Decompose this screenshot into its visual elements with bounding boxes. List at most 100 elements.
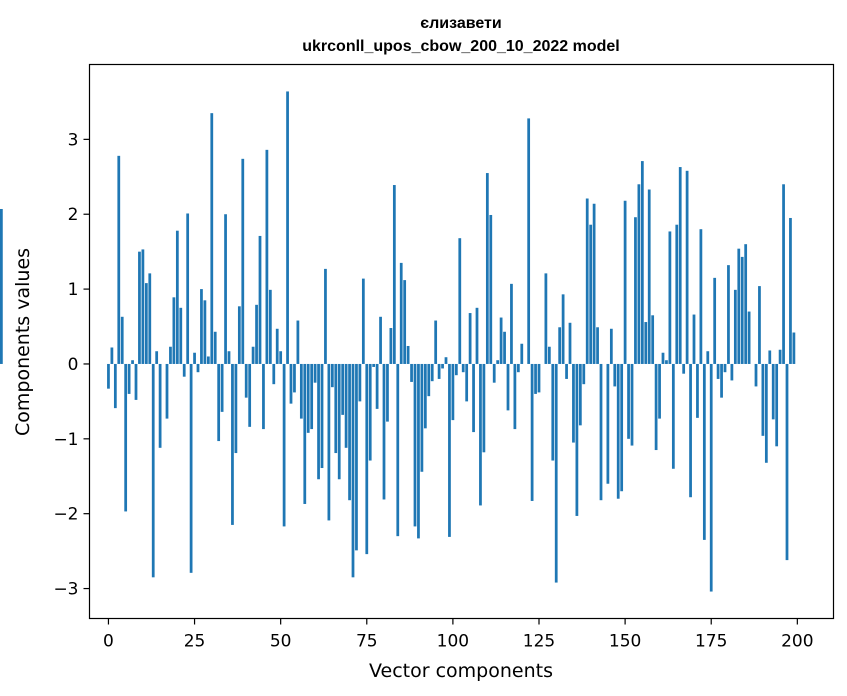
bar-147 xyxy=(613,363,617,387)
bar-198 xyxy=(789,217,792,364)
bar-6 xyxy=(127,363,131,394)
bar-18 xyxy=(169,346,172,364)
bar-70 xyxy=(348,363,351,501)
bar-91 xyxy=(420,363,424,472)
bar-100 xyxy=(451,363,455,421)
bar-142 xyxy=(596,327,599,364)
bar-199 xyxy=(792,332,796,364)
x-tick-label: 200 xyxy=(781,632,813,652)
bar-178 xyxy=(720,363,723,398)
bar-38 xyxy=(237,306,241,364)
bar-39 xyxy=(241,158,245,364)
bar-114 xyxy=(499,317,503,364)
bar-97 xyxy=(441,363,444,369)
bar-46 xyxy=(265,149,269,364)
plot-frame xyxy=(88,63,835,620)
bar-87 xyxy=(406,345,410,364)
bar-74 xyxy=(361,278,365,364)
bar-8 xyxy=(134,363,138,400)
bar-0 xyxy=(107,363,110,389)
x-tick-label: 175 xyxy=(695,632,727,652)
bar-79 xyxy=(379,316,382,364)
bar-137 xyxy=(578,363,582,426)
bar-136 xyxy=(575,363,579,516)
bar-112 xyxy=(492,363,496,383)
bar-183 xyxy=(737,248,741,364)
bar-11 xyxy=(144,283,148,364)
bar-165 xyxy=(675,224,679,364)
bar-122 xyxy=(527,118,531,364)
bar-152 xyxy=(630,363,634,446)
bar-166 xyxy=(678,167,682,364)
bar-140 xyxy=(589,224,593,364)
bar-45 xyxy=(262,363,265,430)
bar-130 xyxy=(554,363,558,583)
bar-82 xyxy=(389,328,393,364)
bar-113 xyxy=(496,360,500,364)
bar-175 xyxy=(709,363,713,592)
y-tick-label: 1 xyxy=(68,280,79,300)
bar-103 xyxy=(461,363,465,373)
bar-188 xyxy=(754,363,758,387)
bar-191 xyxy=(764,363,768,463)
bar-22 xyxy=(182,363,186,377)
bar-59 xyxy=(310,363,314,430)
bar-94 xyxy=(430,363,434,382)
bar-42 xyxy=(251,346,255,364)
bar-101 xyxy=(454,363,458,376)
bar-173 xyxy=(702,363,706,540)
x-tick-label: 100 xyxy=(437,632,469,652)
bar-145 xyxy=(606,363,610,484)
bar-146 xyxy=(609,328,613,364)
bar-14 xyxy=(155,351,159,364)
bar-102 xyxy=(458,238,462,364)
bar-77 xyxy=(372,363,376,367)
bar-107 xyxy=(475,307,479,364)
x-tick-label: 75 xyxy=(356,632,378,652)
bar-23 xyxy=(186,213,190,364)
bar-55 xyxy=(296,320,300,364)
bar-62 xyxy=(320,363,324,469)
bar-34 xyxy=(224,214,227,364)
bar-115 xyxy=(503,331,506,364)
bar-159 xyxy=(654,363,658,451)
x-tick-label: 125 xyxy=(523,632,555,652)
bar-149 xyxy=(620,363,624,492)
bar-66 xyxy=(334,363,338,454)
bar-43 xyxy=(255,304,258,364)
bar-160 xyxy=(658,363,661,419)
bar-189 xyxy=(758,286,761,364)
bar-150 xyxy=(623,200,627,364)
bar-171 xyxy=(696,363,699,418)
bar-162 xyxy=(665,360,668,364)
bar-53 xyxy=(289,363,293,404)
bar-58 xyxy=(306,363,310,433)
x-tick-label: 0 xyxy=(103,632,114,652)
bar-17 xyxy=(165,363,169,419)
bar-124 xyxy=(534,363,537,394)
bar-110 xyxy=(485,173,489,364)
bar-195 xyxy=(778,349,782,364)
bar-128 xyxy=(547,346,551,364)
bar-4 xyxy=(120,316,124,364)
bar-10 xyxy=(141,249,145,364)
bar-180 xyxy=(727,265,730,364)
bar-197 xyxy=(785,363,789,561)
bar-151 xyxy=(627,363,630,439)
bar-54 xyxy=(293,363,296,393)
bar-50 xyxy=(279,351,283,364)
bar-182 xyxy=(733,289,737,364)
bar-179 xyxy=(723,363,727,373)
bar-167 xyxy=(682,363,686,374)
bar-192 xyxy=(768,350,772,364)
bar-181 xyxy=(730,363,734,381)
bar-20 xyxy=(175,230,179,364)
bar-96 xyxy=(437,363,441,379)
bar-19 xyxy=(172,297,176,364)
bar-75 xyxy=(365,363,369,555)
y-axis-label: Components values xyxy=(12,248,34,436)
bar-194 xyxy=(775,363,779,447)
bars-group xyxy=(0,91,796,592)
bar-119 xyxy=(516,363,520,373)
x-axis-ticks: 0 25 50 75 100 125 150 175 200 xyxy=(103,618,814,652)
